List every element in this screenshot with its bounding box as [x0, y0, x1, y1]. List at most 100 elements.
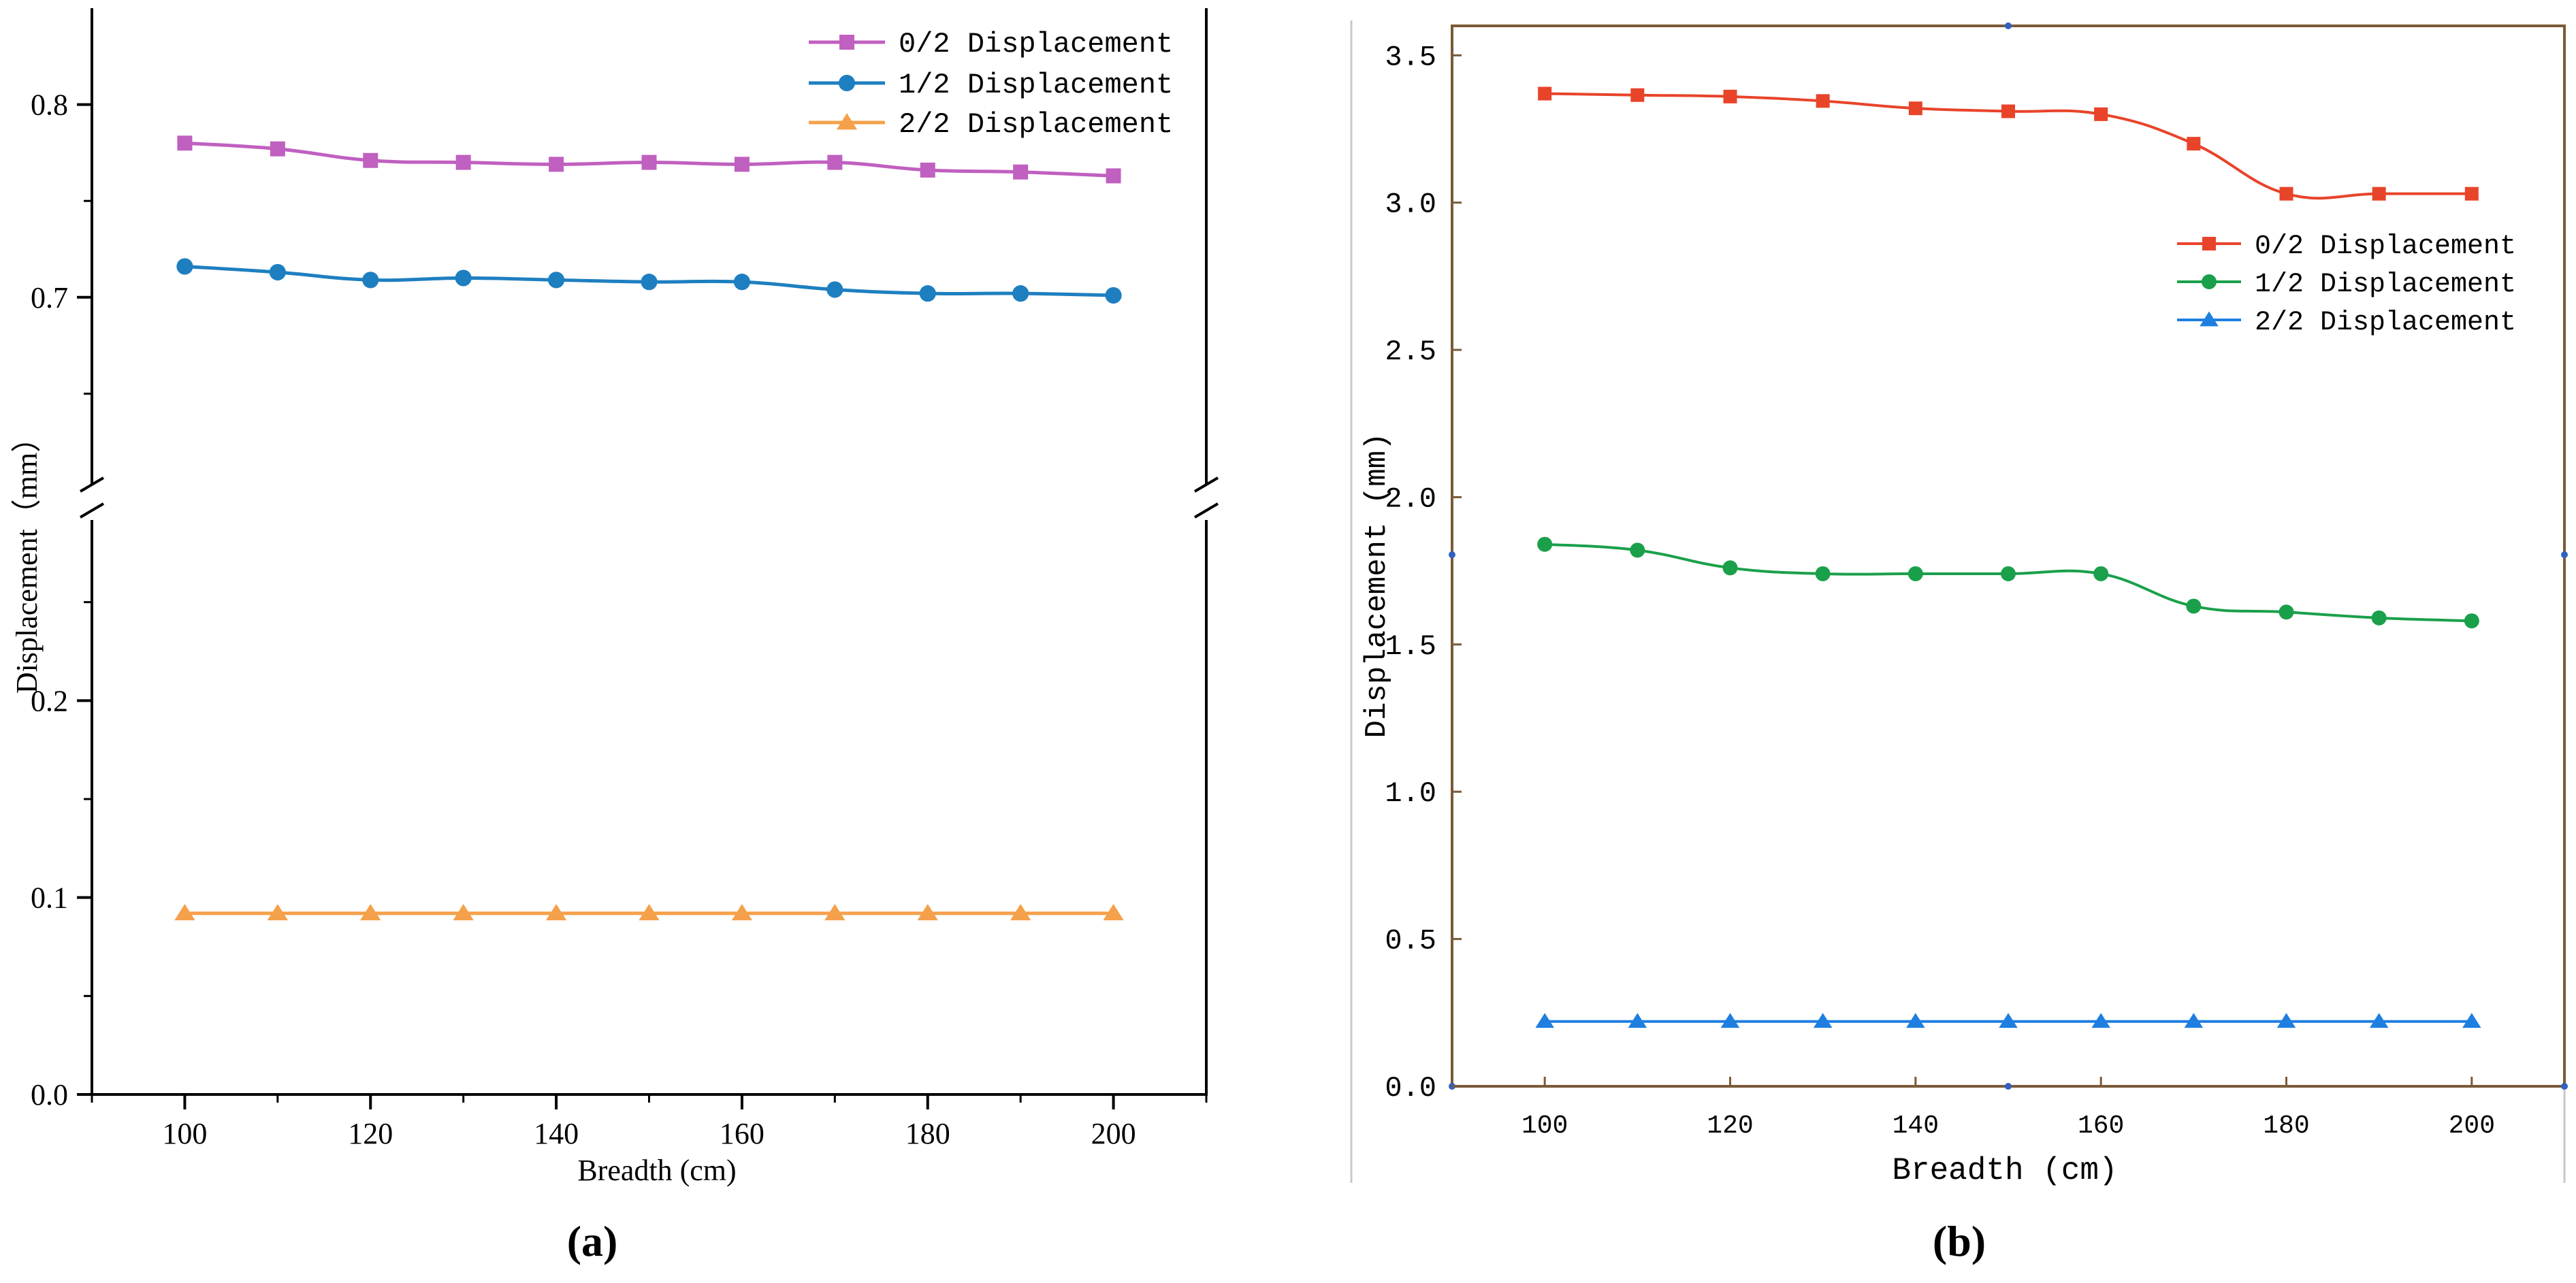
panel-b-data-point — [2184, 1013, 2204, 1028]
panel-b-x-tick-label: 120 — [1707, 1111, 1753, 1141]
panel-a-x-tick-label: 160 — [720, 1117, 764, 1150]
panel-b-data-point — [2462, 1013, 2481, 1028]
panel-b-data-point — [1630, 542, 1645, 558]
panel-b-data-point — [1630, 88, 1645, 102]
panel-a-y-tick-label: 0.7 — [31, 281, 68, 314]
panel-b-y-tick-label: 3.5 — [1385, 41, 1436, 74]
panel-b-data-point — [2279, 604, 2294, 620]
panel-a-data-point — [549, 157, 564, 172]
panel-b-data-point — [1907, 566, 1923, 581]
panel-b-y-tick-label: 0.5 — [1385, 925, 1436, 958]
panel-b-legend-label: 1/2 Displacement — [2255, 270, 2516, 300]
panel-a-y-tick-label: 0.8 — [31, 88, 68, 122]
panel-b-y-tick-label: 2.0 — [1385, 483, 1436, 515]
panel-a-data-point — [455, 155, 471, 170]
panel-a-data-point — [827, 155, 843, 170]
panel-a-data-point — [639, 904, 660, 921]
panel-a-y-tick-label: 0.0 — [31, 1078, 68, 1111]
panel-b-frame-handle[interactable] — [2561, 551, 2568, 558]
panel-a-data-point — [641, 155, 657, 170]
panel-b-data-point — [1908, 101, 1922, 116]
panel-b-legend-marker — [2202, 274, 2217, 289]
panel-b-data-point — [2093, 566, 2109, 581]
panel-a-data-point — [545, 904, 567, 921]
panel-a-data-point — [174, 904, 195, 921]
panel-b-frame-handle[interactable] — [2005, 1083, 2012, 1090]
panel-b-data-point — [2001, 104, 2015, 118]
panel-b-y-tick-label: 3.0 — [1385, 189, 1436, 221]
panel-a-data-point — [1105, 287, 1122, 304]
panel-b-data-point — [1628, 1013, 1647, 1028]
panel-b-x-tick-label: 140 — [1893, 1111, 1939, 1141]
panel-a-axis-break-left — [79, 476, 105, 519]
panel-a-chart: 100 120 140 160 180 200 0.0 0.1 0.2 0.7 0.8 0/2 D… — [10, 8, 1219, 1265]
panel-a-data-point — [360, 904, 381, 921]
panel-a-data-point — [824, 904, 846, 921]
panel-b-data-point — [1723, 89, 1737, 103]
panel-b-frame-handle[interactable] — [2561, 1083, 2568, 1090]
panel-a-data-point — [1013, 164, 1029, 180]
panel-a-data-point — [270, 141, 285, 157]
panel-a-legend-marker — [839, 35, 854, 50]
panel-b-data-point — [1535, 1013, 1554, 1028]
panel-b-x-tick-label: 160 — [2078, 1111, 2124, 1141]
panel-a-data-point — [734, 157, 750, 172]
panel-a-x-tick-label: 200 — [1091, 1117, 1136, 1150]
panel-b-frame-handle[interactable] — [1449, 551, 1455, 558]
panel-b-data-point — [2091, 1013, 2110, 1028]
panel-a-data-point — [267, 904, 288, 921]
panel-a-data-point — [362, 272, 379, 289]
panel-b-y-tick-label: 2.5 — [1385, 336, 1436, 368]
panel-a-data-point — [453, 904, 474, 921]
panel-b-data-point — [2464, 186, 2479, 201]
panel-a-data-point — [269, 263, 286, 281]
panel-b-data-point — [1722, 560, 1738, 576]
panel-a-data-point — [176, 258, 193, 275]
panel-a-data-point — [733, 274, 751, 291]
panel-b-data-point — [2187, 137, 2201, 151]
panel-a-x-tick-label: 140 — [534, 1117, 579, 1150]
panel-b-x-axis-label: Breadth (cm) — [1892, 1153, 2117, 1188]
panel-b-data-point — [1816, 94, 1830, 108]
panel-b-chart: 100 120 140 160 180 200 0.0 0.5 1.0 1.5 2.0 2.5 3.0… — [1350, 20, 2568, 1265]
panel-b-data-point — [2464, 613, 2479, 629]
panel-a-data-point — [455, 270, 472, 287]
panel-b-data-point — [1906, 1013, 1925, 1028]
panel-a-data-point — [1103, 904, 1124, 921]
panel-a-x-axis-label: Breadth (cm) — [577, 1154, 736, 1187]
panel-b-data-point — [1537, 536, 1553, 552]
panel-b-frame-handle[interactable] — [2005, 22, 2012, 29]
panel-b-label: (b) — [1933, 1217, 1986, 1265]
panel-a-data-point — [919, 285, 936, 302]
panel-b-data-point — [2369, 1013, 2389, 1028]
panel-b-data-point — [1813, 1013, 1833, 1028]
panel-b-data-point — [2372, 186, 2386, 201]
panel-a-label: (a) — [567, 1217, 618, 1265]
panel-b-data-point — [1720, 1013, 1740, 1028]
panel-a-data-point — [731, 904, 753, 921]
panel-b-y-tick-label: 1.5 — [1385, 630, 1436, 663]
panel-a-y-tick-label: 0.1 — [31, 881, 68, 915]
panel-b-data-point — [1815, 566, 1831, 581]
panel-b-data-point — [2186, 598, 2202, 614]
panel-b-y-axis-label: Displacement (mm) — [1360, 433, 1394, 738]
panel-a-data-point — [177, 135, 193, 151]
panel-b-y-tick-label: 1.0 — [1385, 777, 1436, 810]
panel-b-data-point — [2276, 1013, 2296, 1028]
panel-b-legend-label: 0/2 Displacement — [2255, 231, 2516, 262]
panel-a-data-point — [363, 152, 379, 168]
panel-b-data-point — [2371, 610, 2387, 626]
panel-a-data-point — [1106, 168, 1121, 184]
panel-a-data-point — [641, 274, 658, 291]
panel-a-x-tick-label: 120 — [348, 1117, 393, 1150]
panel-a-legend-marker — [838, 74, 856, 92]
panel-a-axis-break-right — [1193, 476, 1219, 519]
panel-b-data-point — [1999, 1013, 2018, 1028]
panel-b-x-tick-label: 180 — [2263, 1111, 2309, 1141]
panel-a-legend-label: 1/2 Displacement — [899, 69, 1173, 101]
panel-b-x-tick-label: 100 — [1522, 1111, 1568, 1141]
panel-a-legend-marker — [836, 113, 858, 130]
panel-b-y-tick-label: 0.0 — [1385, 1072, 1436, 1105]
panel-a-data-point — [1010, 904, 1031, 921]
